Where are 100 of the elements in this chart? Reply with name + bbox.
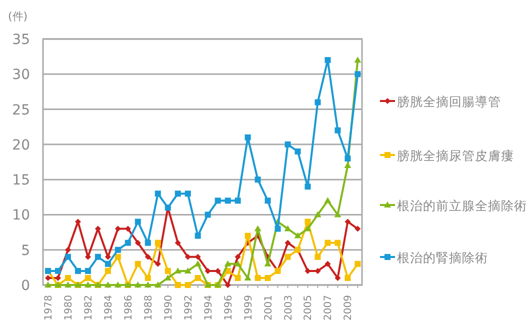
point: [234, 198, 241, 204]
x-tick-label: 2005: [303, 295, 314, 320]
point: [154, 240, 161, 246]
point: [84, 274, 91, 281]
point: [314, 99, 321, 106]
point: [184, 282, 191, 288]
point: [354, 260, 361, 267]
point: [64, 246, 71, 253]
point: [284, 225, 292, 232]
point: [304, 184, 311, 190]
x-tick-label: 2001: [263, 295, 274, 320]
point: [54, 268, 61, 274]
point: [94, 254, 101, 260]
point: [104, 260, 111, 267]
point: [254, 225, 262, 232]
y-tick-label: 10: [12, 208, 30, 224]
point: [114, 282, 122, 288]
x-tick-label: 1978: [44, 295, 54, 320]
point: [104, 268, 111, 274]
point: [254, 176, 261, 183]
point: [144, 282, 152, 288]
point: [344, 162, 352, 168]
y-tick-label: 35: [12, 32, 30, 48]
legend-label: 膀胱全摘尿管皮膚瘻: [397, 148, 514, 163]
point: [134, 260, 141, 267]
point: [354, 71, 361, 78]
y-tick-label: 15: [12, 172, 30, 189]
point: [344, 274, 351, 281]
point: [174, 282, 181, 288]
point: [124, 240, 131, 246]
x-tick-label: 1996: [223, 295, 234, 320]
point: [74, 268, 81, 274]
point: [224, 198, 231, 204]
point: [194, 232, 201, 239]
point: [324, 57, 331, 64]
point: [324, 240, 331, 246]
point: [184, 254, 191, 260]
point: [164, 268, 171, 274]
legend-label: 膀胱全摘回腸導管: [397, 94, 501, 109]
point: [164, 274, 172, 280]
point: [314, 254, 321, 260]
x-tick-label: 1986: [123, 295, 134, 320]
point: [344, 155, 351, 162]
point: [244, 232, 251, 239]
point: [154, 282, 162, 288]
point: [174, 190, 181, 197]
point: [334, 240, 341, 246]
point: [334, 211, 342, 218]
point: [144, 254, 151, 260]
x-tick-label: 2003: [283, 295, 294, 320]
x-tick-label: 1999: [243, 295, 254, 320]
point: [294, 232, 302, 238]
point: [224, 260, 232, 266]
point: [254, 274, 261, 281]
x-tick-label: 1994: [203, 295, 214, 320]
point: [174, 267, 182, 274]
point: [344, 218, 351, 225]
point: [304, 218, 311, 225]
point: [324, 260, 331, 267]
point: [134, 240, 141, 246]
point: [314, 211, 322, 218]
point: [284, 254, 291, 260]
point: [234, 254, 241, 260]
point: [224, 282, 231, 288]
point: [144, 274, 151, 281]
point: [294, 148, 301, 154]
y-tick-label: 30: [12, 67, 30, 84]
point: [354, 56, 362, 63]
x-tick-label: 2009: [343, 295, 354, 320]
point: [84, 268, 91, 274]
point: [244, 274, 252, 280]
point: [174, 240, 181, 246]
point: [284, 240, 291, 246]
point: [304, 225, 312, 232]
point: [154, 260, 161, 267]
x-tick-label: 1982: [83, 295, 94, 320]
point: [134, 282, 142, 288]
point: [214, 198, 221, 204]
point: [114, 246, 121, 253]
x-tick-label: 1984: [103, 295, 114, 320]
point: [44, 282, 52, 288]
point: [264, 198, 271, 204]
x-tick-label: 1990: [163, 295, 174, 320]
y-tick-label: 0: [21, 278, 30, 294]
point: [134, 218, 141, 225]
point: [264, 274, 271, 281]
y-tick-label: 5: [21, 242, 30, 259]
point: [184, 267, 192, 274]
legend-label: 根治的前立腺全摘除術: [397, 198, 527, 213]
point: [334, 274, 341, 281]
x-tick-label: 1992: [183, 295, 194, 320]
y-tick-label: 25: [12, 102, 30, 118]
point: [334, 127, 341, 134]
point: [244, 134, 251, 140]
x-tick-label: 2007: [323, 295, 334, 320]
point: [104, 282, 112, 288]
point: [64, 254, 71, 260]
point: [114, 226, 121, 232]
point: [194, 274, 201, 281]
y-axis-title: (件): [8, 10, 28, 23]
